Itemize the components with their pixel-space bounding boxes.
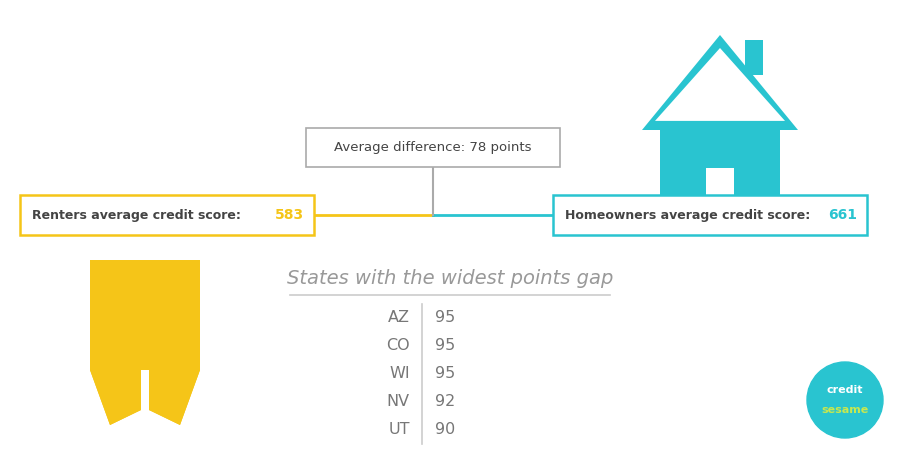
Text: 90: 90 (435, 423, 455, 438)
FancyBboxPatch shape (102, 92, 120, 110)
FancyBboxPatch shape (706, 168, 734, 210)
FancyBboxPatch shape (176, 92, 194, 110)
FancyBboxPatch shape (125, 164, 143, 182)
Text: 95: 95 (435, 339, 455, 354)
FancyBboxPatch shape (176, 164, 194, 182)
Polygon shape (642, 35, 798, 130)
FancyBboxPatch shape (90, 260, 200, 370)
FancyBboxPatch shape (153, 92, 171, 110)
FancyBboxPatch shape (660, 130, 780, 210)
FancyBboxPatch shape (553, 195, 867, 235)
FancyBboxPatch shape (125, 116, 143, 134)
Text: AZ: AZ (388, 310, 410, 325)
Text: WI: WI (390, 366, 410, 381)
FancyBboxPatch shape (176, 116, 194, 134)
FancyBboxPatch shape (305, 128, 560, 167)
FancyBboxPatch shape (102, 164, 120, 182)
Text: Average difference: 78 points: Average difference: 78 points (334, 141, 531, 154)
Text: sesame: sesame (822, 405, 868, 415)
FancyBboxPatch shape (176, 140, 194, 158)
Text: credit: credit (827, 385, 863, 395)
Polygon shape (90, 370, 141, 425)
Text: States with the widest points gap: States with the widest points gap (287, 268, 613, 288)
FancyBboxPatch shape (153, 140, 171, 158)
FancyBboxPatch shape (102, 140, 120, 158)
Text: 661: 661 (828, 208, 857, 222)
FancyBboxPatch shape (125, 140, 143, 158)
Text: CO: CO (386, 339, 410, 354)
Polygon shape (149, 370, 200, 425)
FancyBboxPatch shape (125, 92, 143, 110)
Polygon shape (149, 370, 200, 425)
Polygon shape (90, 370, 141, 425)
Text: Renters average credit score:: Renters average credit score: (32, 208, 245, 222)
Text: 95: 95 (435, 310, 455, 325)
Circle shape (807, 362, 883, 438)
Polygon shape (655, 48, 785, 121)
Text: UT: UT (389, 423, 410, 438)
Text: 92: 92 (435, 394, 455, 410)
FancyBboxPatch shape (153, 164, 171, 182)
FancyBboxPatch shape (102, 116, 120, 134)
FancyBboxPatch shape (20, 195, 314, 235)
FancyBboxPatch shape (153, 116, 171, 134)
Text: 583: 583 (274, 208, 304, 222)
Text: Homeowners average credit score:: Homeowners average credit score: (565, 208, 814, 222)
Text: 95: 95 (435, 366, 455, 381)
Text: NV: NV (387, 394, 410, 410)
FancyBboxPatch shape (745, 40, 763, 75)
